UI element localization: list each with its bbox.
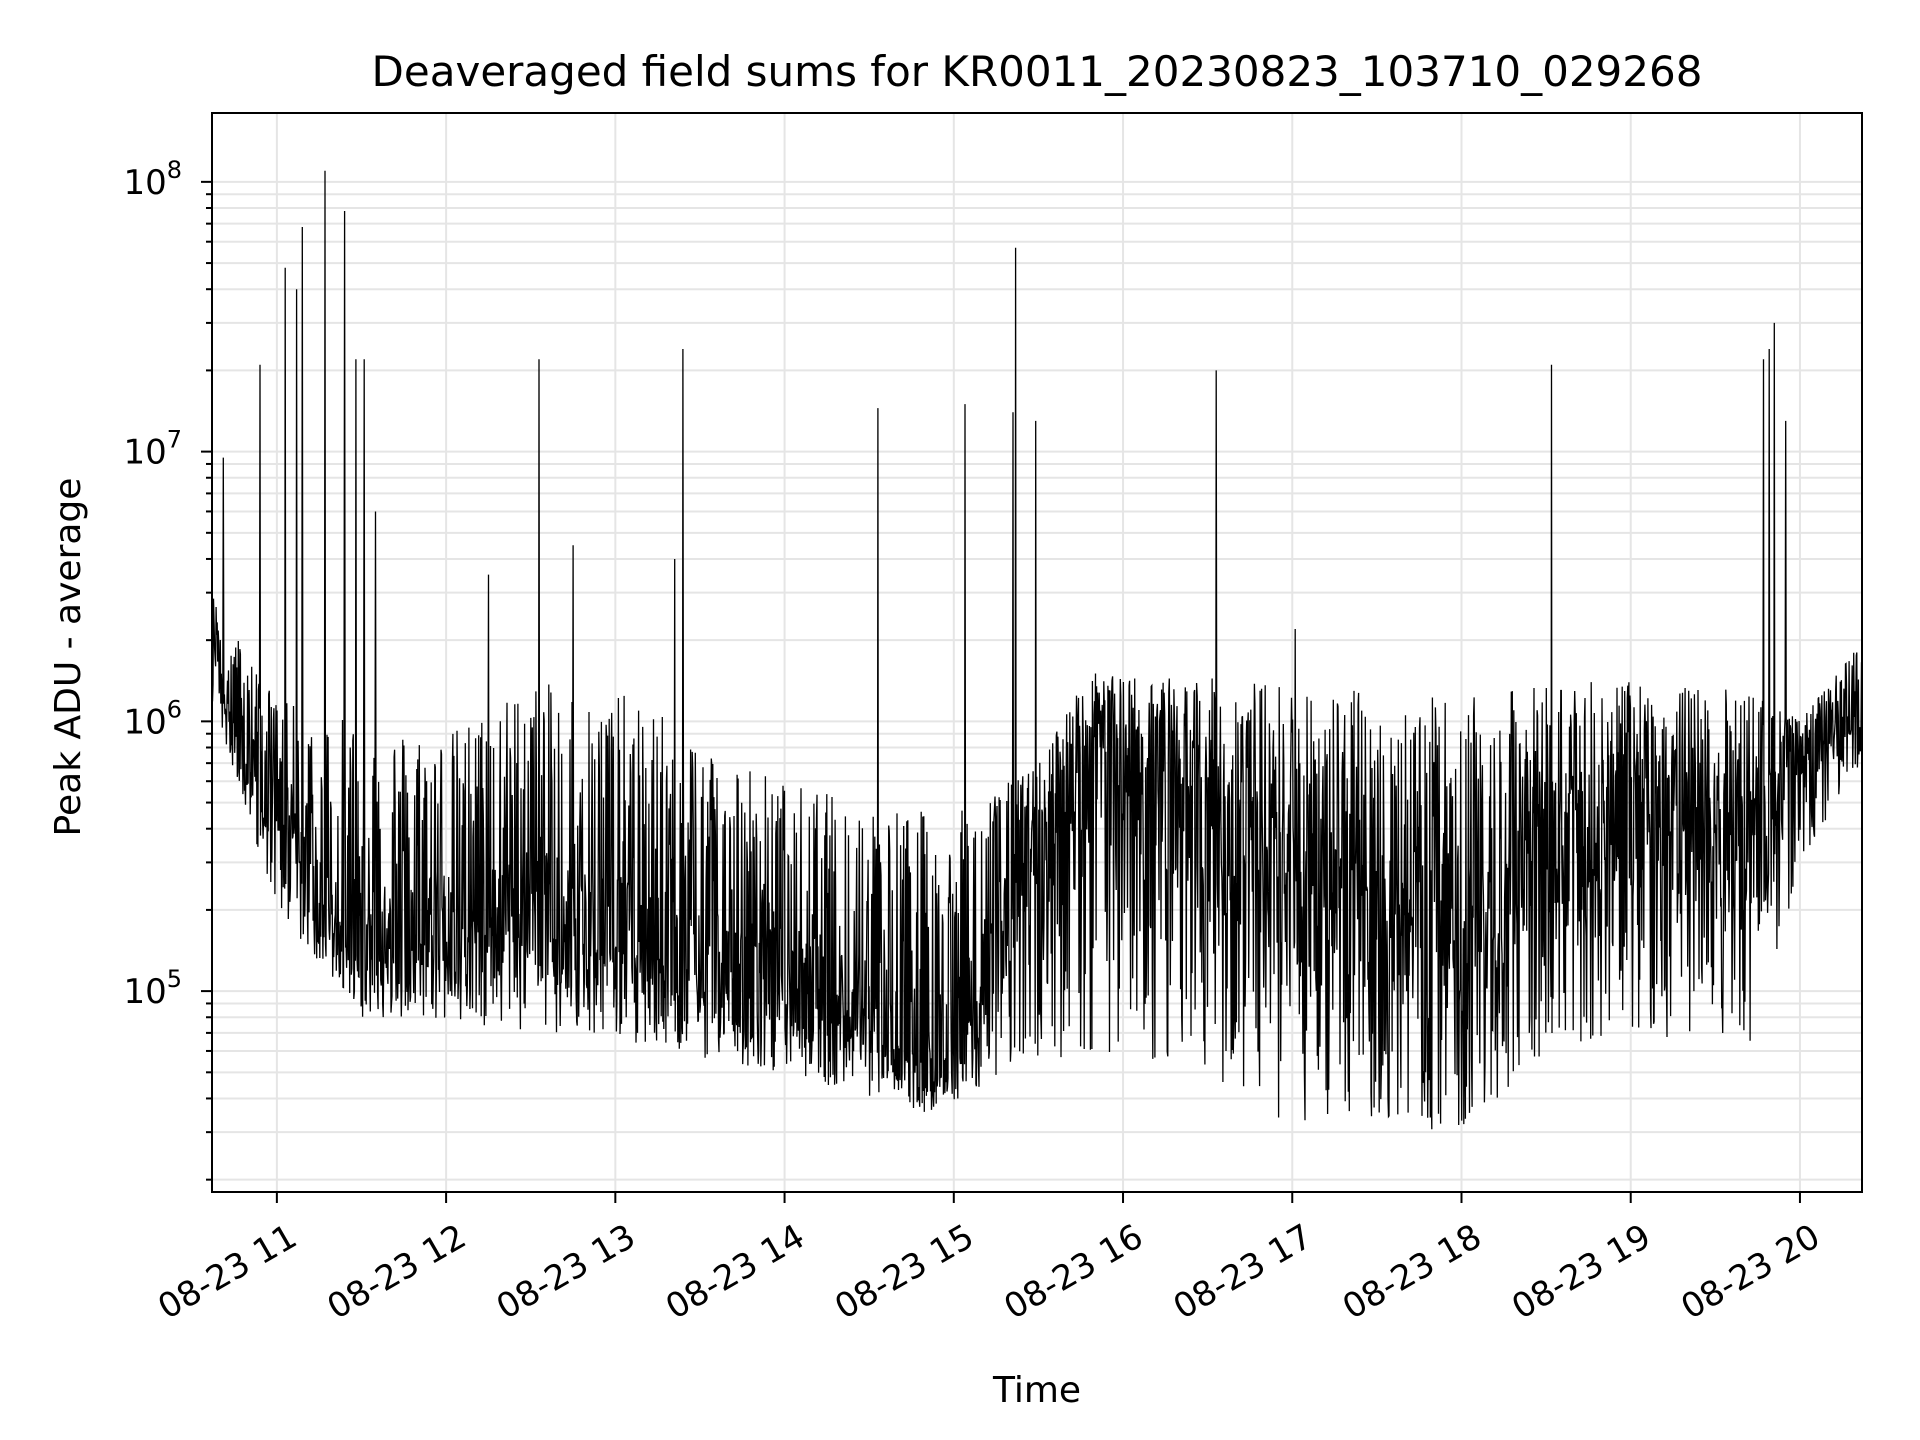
- y-tick-label: 107: [123, 426, 182, 473]
- axes-frame: [211, 112, 1863, 1193]
- y-axis-ticks: 105 106 107 108: [123, 156, 212, 1181]
- data-series: [213, 170, 1861, 1130]
- y-tick-label: 105: [123, 965, 182, 1012]
- series-line: [213, 170, 1861, 1130]
- y-axis-label: Peak ADU - average: [48, 478, 89, 837]
- y-tick-label: 106: [123, 695, 182, 742]
- y-tick-label: 108: [123, 156, 182, 203]
- x-axis-label: Time: [992, 1370, 1081, 1411]
- chart-title: Deaveraged field sums for KR0011_2023082…: [372, 47, 1703, 96]
